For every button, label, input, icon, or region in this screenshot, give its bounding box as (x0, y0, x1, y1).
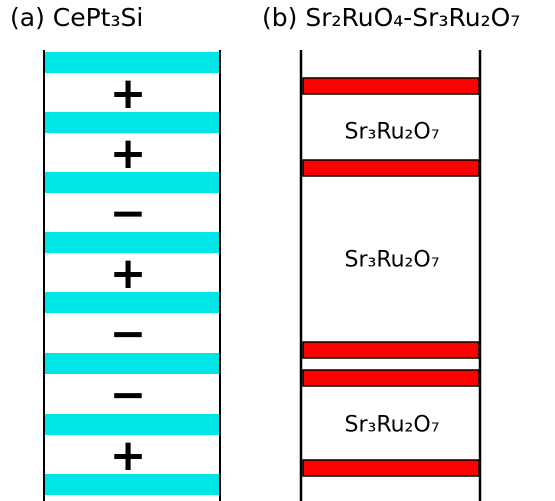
stripe-1 (45, 52, 219, 73)
red-bar-2 (302, 159, 480, 177)
sign-6: − (110, 370, 147, 421)
panel-a-title: (a) CePt₃Si (10, 3, 144, 32)
stripe-5 (45, 292, 219, 313)
layer-label-1: Sr₃Ru₂O₇ (344, 120, 439, 145)
sign-4: + (110, 248, 147, 299)
stripe-3 (45, 172, 219, 193)
stripe-7 (45, 414, 219, 435)
layer-label-2: Sr₃Ru₂O₇ (344, 248, 439, 273)
red-bar-5 (302, 459, 480, 477)
panel-b-heterostructure: Sr₃Ru₂O₇ Sr₃Ru₂O₇ Sr₃Ru₂O₇ (299, 50, 482, 501)
panel-a-cept3si: + + − + − − + (43, 50, 221, 501)
stripe-4 (45, 232, 219, 253)
sign-3: − (110, 188, 147, 239)
sign-1: + (110, 68, 147, 119)
layer-label-3: Sr₃Ru₂O₇ (344, 413, 439, 438)
sign-5: − (110, 309, 147, 360)
sign-2: + (110, 128, 147, 179)
stripe-8 (45, 474, 219, 495)
red-bar-3 (302, 341, 480, 359)
stripe-6 (45, 353, 219, 374)
red-bar-4 (302, 369, 480, 387)
red-bar-1 (302, 77, 480, 95)
sign-7: + (110, 430, 147, 481)
panel-b-title: (b) Sr₂RuO₄-Sr₃Ru₂O₇ (262, 3, 521, 32)
stripe-2 (45, 112, 219, 133)
